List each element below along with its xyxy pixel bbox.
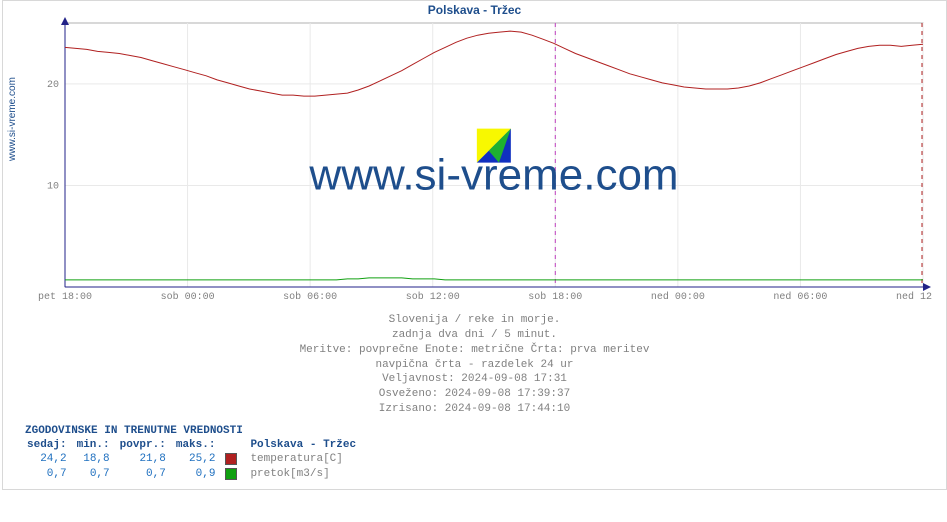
- val-now: 24,2: [27, 453, 75, 466]
- svg-text:ned 12:00: ned 12:00: [896, 291, 933, 303]
- svg-text:sob 00:00: sob 00:00: [161, 291, 215, 303]
- svg-text:pet 18:00: pet 18:00: [38, 292, 92, 303]
- meta-line: Veljavnost: 2024-09-08 17:31: [3, 372, 946, 387]
- col-now: sedaj:: [27, 439, 75, 451]
- val-max: 25,2: [176, 453, 224, 466]
- val-min: 18,8: [77, 453, 118, 466]
- svg-text:sob 18:00: sob 18:00: [528, 291, 582, 303]
- meta-line: Osveženo: 2024-09-08 17:39:37: [3, 387, 946, 402]
- swatch-temperature: [225, 453, 237, 465]
- stats-table: sedaj: min.: povpr.: maks.: Polskava - T…: [25, 437, 366, 483]
- chart-svg: 10 20 pet 18:00 sob 00:00 sob 06:00 sob 12:00…: [33, 17, 933, 307]
- meta-line: Izrisano: 2024-09-08 17:44:10: [3, 402, 946, 417]
- val-avg: 0,7: [120, 468, 174, 481]
- stats-header-row: sedaj: min.: povpr.: maks.: Polskava - T…: [27, 439, 364, 451]
- chart-card: Polskava - Tržec www.si-vreme.com 10 20 pe…: [2, 0, 947, 490]
- col-max: maks.:: [176, 439, 224, 451]
- val-min: 0,7: [77, 468, 118, 481]
- val-max: 0,9: [176, 468, 224, 481]
- svg-text:ned 00:00: ned 00:00: [651, 291, 705, 303]
- stats-heading: ZGODOVINSKE IN TRENUTNE VREDNOSTI: [25, 425, 946, 437]
- meta-line: Meritve: povprečne Enote: metrične Črta:…: [3, 343, 946, 358]
- col-min: min.:: [77, 439, 118, 451]
- stats-row: 24,2 18,8 21,8 25,2 temperatura[C]: [27, 453, 364, 466]
- svg-text:sob 12:00: sob 12:00: [406, 291, 460, 303]
- site-label-vertical: www.si-vreme.com: [7, 77, 18, 161]
- col-avg: povpr.:: [120, 439, 174, 451]
- series-label: temperatura[C]: [250, 453, 364, 466]
- series-label: pretok[m3/s]: [250, 468, 364, 481]
- val-now: 0,7: [27, 468, 75, 481]
- svg-text:sob 06:00: sob 06:00: [283, 291, 337, 303]
- val-avg: 21,8: [120, 453, 174, 466]
- svg-text:www.si-vreme.com: www.si-vreme.com: [308, 150, 678, 199]
- series-title: Polskava - Tržec: [250, 439, 364, 451]
- plot-area: 10 20 pet 18:00 sob 00:00 sob 06:00 sob 12:00…: [33, 17, 946, 311]
- stats-block: ZGODOVINSKE IN TRENUTNE VREDNOSTI sedaj:…: [25, 425, 946, 483]
- svg-text:10: 10: [47, 181, 59, 192]
- chart-metadata: Slovenija / reke in morje. zadnja dva dn…: [3, 313, 946, 417]
- stats-row: 0,7 0,7 0,7 0,9 pretok[m3/s]: [27, 468, 364, 481]
- meta-line: Slovenija / reke in morje.: [3, 313, 946, 328]
- chart-title: Polskava - Tržec: [3, 3, 946, 17]
- svg-text:ned 06:00: ned 06:00: [773, 291, 827, 303]
- svg-text:20: 20: [47, 80, 59, 91]
- meta-line: navpična črta - razdelek 24 ur: [3, 358, 946, 373]
- meta-line: zadnja dva dni / 5 minut.: [3, 328, 946, 343]
- swatch-flow: [225, 468, 237, 480]
